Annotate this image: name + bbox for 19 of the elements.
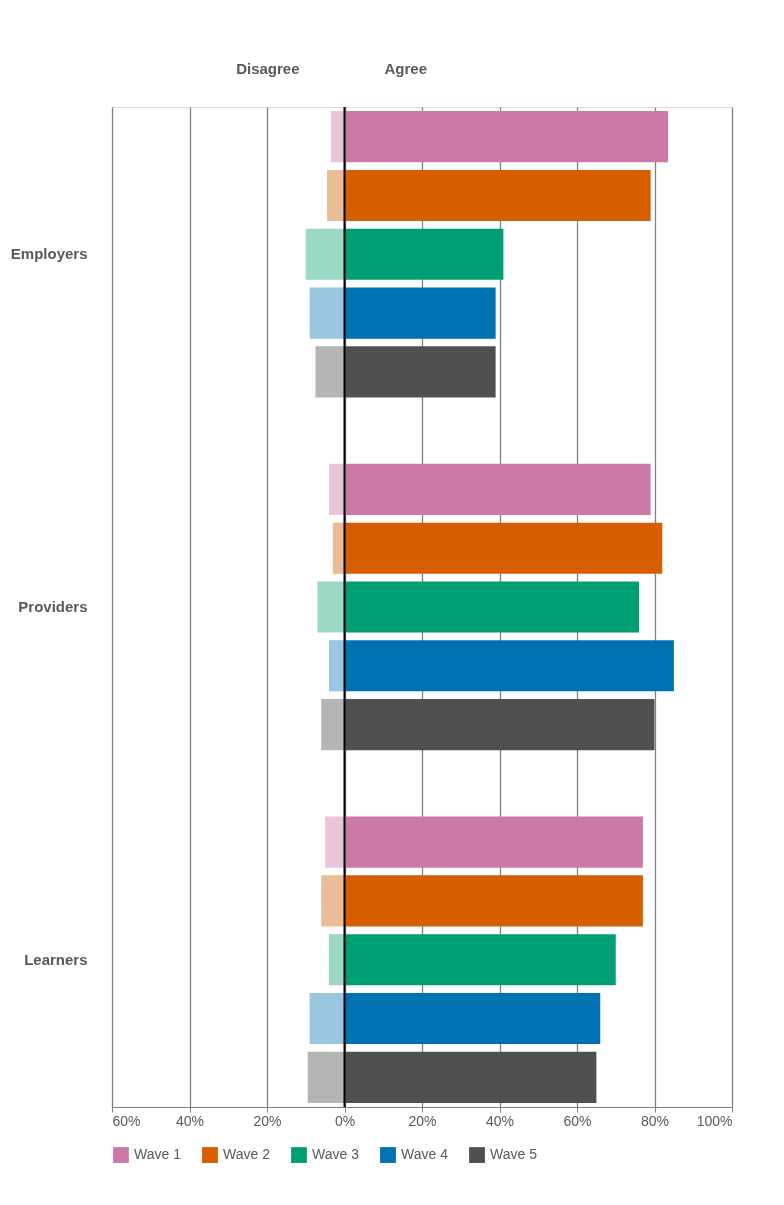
x-tick-label: 0%: [334, 1112, 356, 1129]
text: Agree: [384, 60, 428, 77]
x-tick-label: 20%: [253, 1112, 282, 1129]
y-tick-label: Providers: [18, 598, 88, 615]
x-tick-label: 20%: [408, 1112, 437, 1129]
x-tick-label: 40%: [485, 1112, 515, 1129]
x-tick-label: 80%: [640, 1112, 670, 1129]
y-tick-label: Employers: [10, 245, 88, 263]
x-tick-label: 40%: [175, 1112, 205, 1129]
x-tick-label: 60%: [112, 1112, 141, 1129]
x-tick-label: 100%: [696, 1112, 733, 1129]
y-tick-label: Learners: [24, 950, 88, 968]
legend-label: Wave 2: [223, 1146, 271, 1163]
text: Disagree: [236, 60, 300, 77]
legend-label: Wave 5: [490, 1146, 538, 1163]
legend-label: Wave 1: [134, 1146, 182, 1163]
legend-label: Wave 4: [401, 1146, 449, 1163]
x-tick-label: 60%: [563, 1112, 592, 1129]
legend-label: Wave 3: [312, 1146, 360, 1163]
